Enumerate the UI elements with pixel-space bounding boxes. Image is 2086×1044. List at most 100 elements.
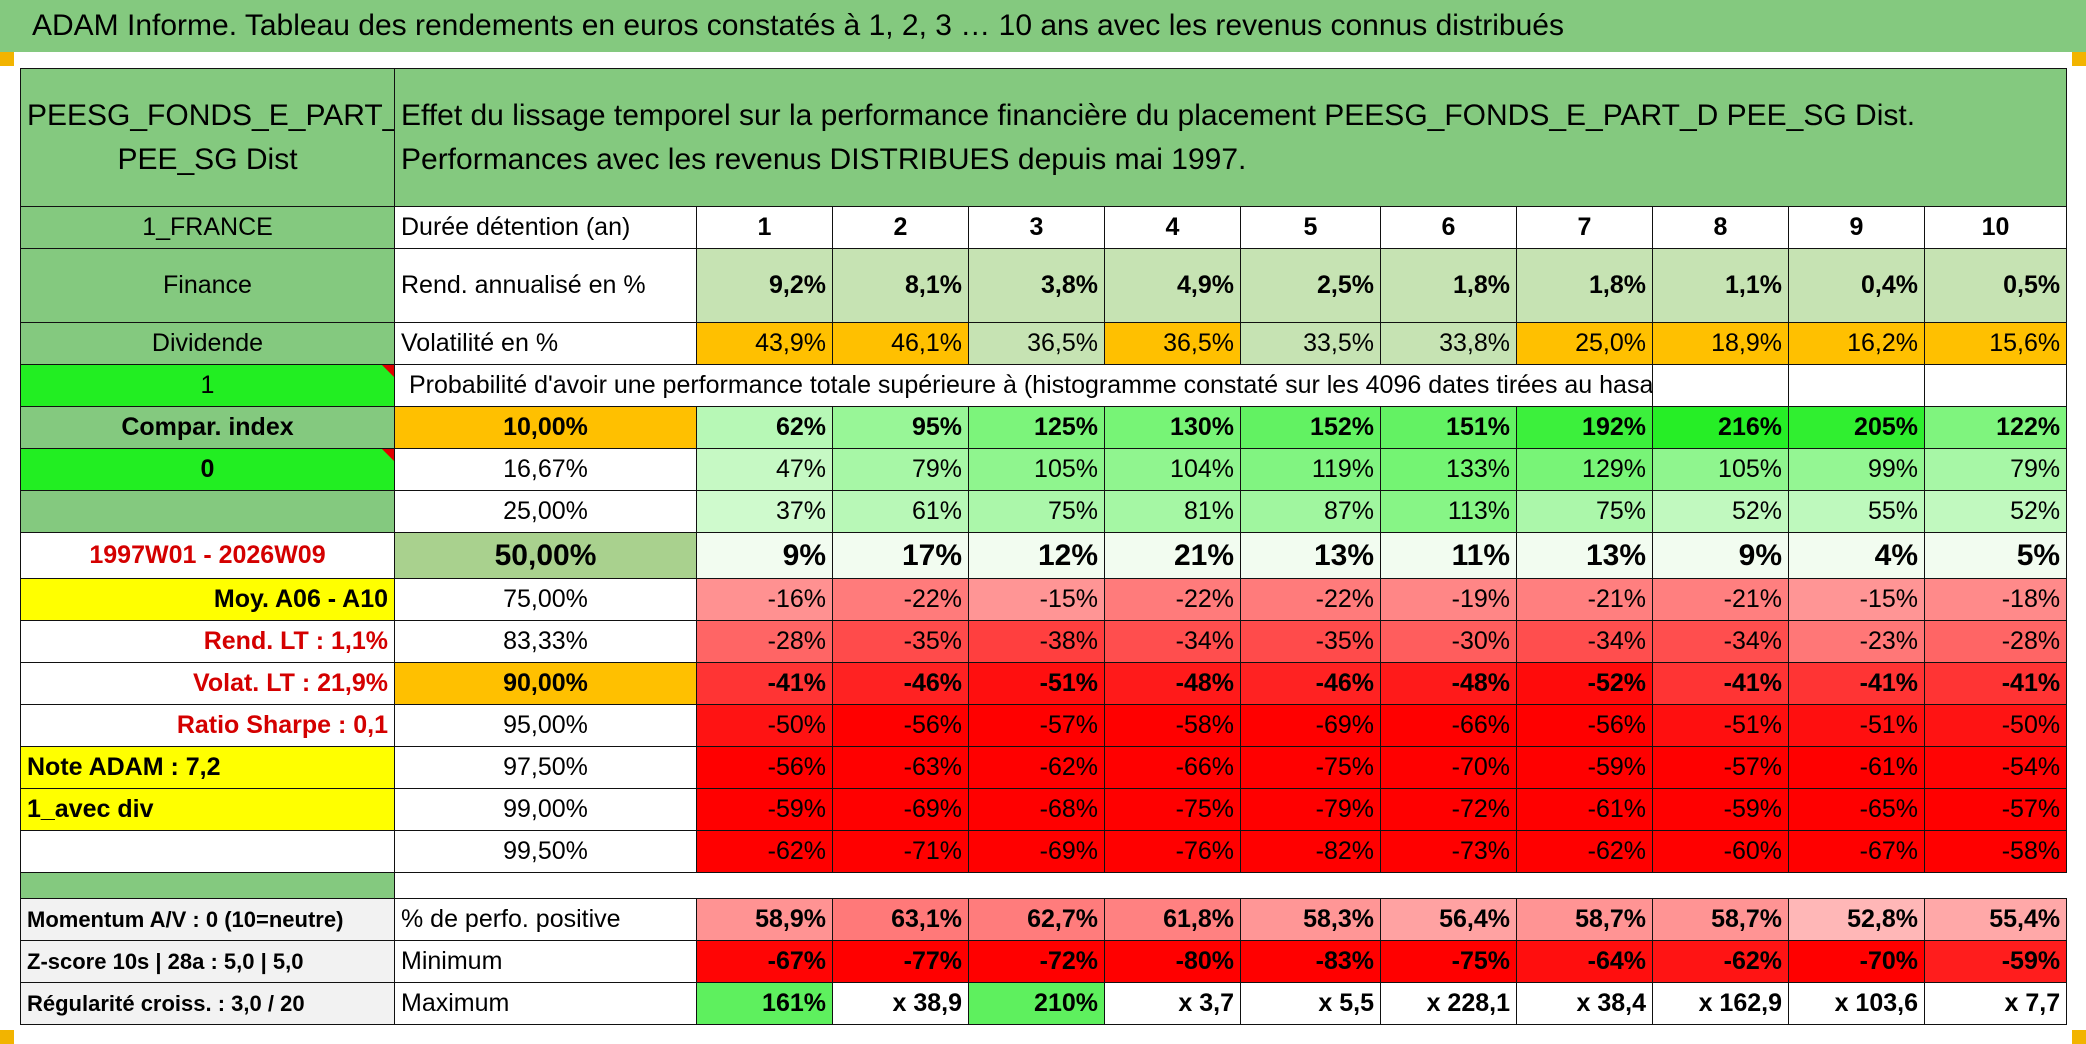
regularite-cell: Régularité croiss. : 3,0 / 20 bbox=[20, 982, 395, 1025]
min-value: -70% bbox=[1788, 940, 1925, 983]
separator-green-cell bbox=[20, 872, 395, 899]
stats-row: Z-score 10s | 28a : 5,0 | 5,0 Minimum -67%… bbox=[20, 940, 2068, 983]
year-header: 8 bbox=[1652, 206, 1789, 249]
prob-row: Note ADAM : 7,2 97,50% -56% -63% -62% -66% -75… bbox=[20, 746, 2068, 789]
separator-row bbox=[20, 872, 2067, 899]
corner-marker bbox=[0, 52, 14, 66]
performance-table: PEESG_FONDS_E_PART_D PEE_SG Dist Effet d… bbox=[20, 68, 2068, 1025]
prob-value: -75% bbox=[1104, 788, 1241, 831]
prob-value: -51% bbox=[968, 662, 1105, 705]
prob-value: -22% bbox=[1240, 578, 1381, 621]
prob-value: 52% bbox=[1652, 490, 1789, 533]
prob-value: 87% bbox=[1240, 490, 1381, 533]
flag-one-cell: 1 bbox=[20, 364, 395, 407]
year-header: 9 bbox=[1788, 206, 1925, 249]
prob-value: -34% bbox=[1652, 620, 1789, 663]
prob-value: -79% bbox=[1240, 788, 1381, 831]
momentum-cell: Momentum A/V : 0 (10=neutre) bbox=[20, 898, 395, 941]
prob-threshold: 83,33% bbox=[394, 620, 697, 663]
pct-pos-value: 58,7% bbox=[1516, 898, 1653, 941]
prob-value: -60% bbox=[1652, 830, 1789, 873]
prob-value: 61% bbox=[832, 490, 969, 533]
volat-label: Volatilité en % bbox=[394, 322, 697, 365]
rend-lt-cell: Rend. LT : 1,1% bbox=[20, 620, 395, 663]
pct-pos-value: 61,8% bbox=[1104, 898, 1241, 941]
prob-row: 25,00% 37% 61% 75% 81% 87% 113% 75% 52% 55% 52% bbox=[20, 490, 2068, 533]
prob-value: -51% bbox=[1788, 704, 1925, 747]
prob-value: 99% bbox=[1788, 448, 1925, 491]
prob-value: -82% bbox=[1240, 830, 1381, 873]
prob-value: 133% bbox=[1380, 448, 1517, 491]
prob-value: -58% bbox=[1923, 830, 2068, 873]
prob-value: -35% bbox=[832, 620, 969, 663]
prob-title-row: 1 Probabilité d'avoir une performance to… bbox=[20, 364, 2068, 407]
max-value: x 228,1 bbox=[1380, 982, 1517, 1025]
max-value: 210% bbox=[968, 982, 1105, 1025]
max-value: x 38,4 bbox=[1516, 982, 1653, 1025]
period-cell: 1997W01 - 2026W09 bbox=[20, 532, 395, 579]
prob-value: 13% bbox=[1240, 532, 1381, 579]
prob-value: -73% bbox=[1380, 830, 1517, 873]
prob-value: -62% bbox=[968, 746, 1105, 789]
rend-value: 1,8% bbox=[1516, 248, 1653, 323]
volat-value: 46,1% bbox=[832, 322, 969, 365]
prob-value: -30% bbox=[1380, 620, 1517, 663]
prob-value: -76% bbox=[1104, 830, 1241, 873]
prob-threshold: 90,00% bbox=[394, 662, 697, 705]
prob-value: 81% bbox=[1104, 490, 1241, 533]
volat-value: 16,2% bbox=[1788, 322, 1925, 365]
prob-value: -57% bbox=[1652, 746, 1789, 789]
prob-value: -68% bbox=[968, 788, 1105, 831]
prob-value: 151% bbox=[1380, 406, 1517, 449]
prob-row: 99,50% -62% -71% -69% -76% -82% -73% -62% -60% -6… bbox=[20, 830, 2068, 873]
prob-value: -21% bbox=[1652, 578, 1789, 621]
prob-value: -56% bbox=[832, 704, 969, 747]
prob-label: Probabilité d'avoir une performance tota… bbox=[394, 364, 1653, 407]
moy-cell: Moy. A06 - A10 bbox=[20, 578, 395, 621]
prob-value: 75% bbox=[1516, 490, 1653, 533]
stats-row: Momentum A/V : 0 (10=neutre)% de perfo. … bbox=[20, 898, 2068, 941]
prob-value: -41% bbox=[1652, 662, 1789, 705]
prob-row: Moy. A06 - A10 75,00% -16% -22% -15% -22% -22%… bbox=[20, 578, 2068, 621]
prob-value: 11% bbox=[1380, 532, 1517, 579]
rend-value: 9,2% bbox=[696, 248, 833, 323]
max-value: x 3,7 bbox=[1104, 982, 1241, 1025]
prob-value: -38% bbox=[968, 620, 1105, 663]
prob-value: 129% bbox=[1516, 448, 1653, 491]
prob-value: 17% bbox=[832, 532, 969, 579]
rend-label: Rend. annualisé en % bbox=[394, 248, 697, 323]
prob-value: 4% bbox=[1788, 532, 1925, 579]
prob-row: Rend. LT : 1,1% 83,33% -28% -35% -38% -34% -35… bbox=[20, 620, 2068, 663]
sector-cell: Finance bbox=[20, 248, 395, 323]
prob-value: -70% bbox=[1380, 746, 1517, 789]
prob-threshold: 50,00% bbox=[394, 532, 697, 579]
duree-label: Durée détention (an) bbox=[394, 206, 697, 249]
prob-value: 21% bbox=[1104, 532, 1241, 579]
pct-pos-value: 58,3% bbox=[1240, 898, 1381, 941]
min-value: -72% bbox=[968, 940, 1105, 983]
volat-value: 36,5% bbox=[968, 322, 1105, 365]
prob-value: -41% bbox=[696, 662, 833, 705]
prob-value: 62% bbox=[696, 406, 833, 449]
prob-row: 0 16,67% 47% 79% 105% 104% 119% 133% 129% 105% 99%… bbox=[20, 448, 2068, 491]
prob-value: 130% bbox=[1104, 406, 1241, 449]
prob-threshold: 25,00% bbox=[394, 490, 697, 533]
prob-value: 216% bbox=[1652, 406, 1789, 449]
rend-value: 1,1% bbox=[1652, 248, 1789, 323]
max-value: x 162,9 bbox=[1652, 982, 1789, 1025]
prob-value: -15% bbox=[968, 578, 1105, 621]
prob-value: -48% bbox=[1380, 662, 1517, 705]
volat-value: 33,5% bbox=[1240, 322, 1381, 365]
prob-value: -23% bbox=[1788, 620, 1925, 663]
volat-value: 18,9% bbox=[1652, 322, 1789, 365]
prob-value: 37% bbox=[696, 490, 833, 533]
rend-value: 3,8% bbox=[968, 248, 1105, 323]
min-value: -62% bbox=[1652, 940, 1789, 983]
note-cell: Note ADAM : 7,2 bbox=[20, 746, 395, 789]
prob-row: Ratio Sharpe : 0,1 95,00% -50% -56% -57% -58%… bbox=[20, 704, 2068, 747]
prob-value: -61% bbox=[1516, 788, 1653, 831]
prob-threshold: 10,00% bbox=[394, 406, 697, 449]
prob-value: 152% bbox=[1240, 406, 1381, 449]
prob-value: 104% bbox=[1104, 448, 1241, 491]
